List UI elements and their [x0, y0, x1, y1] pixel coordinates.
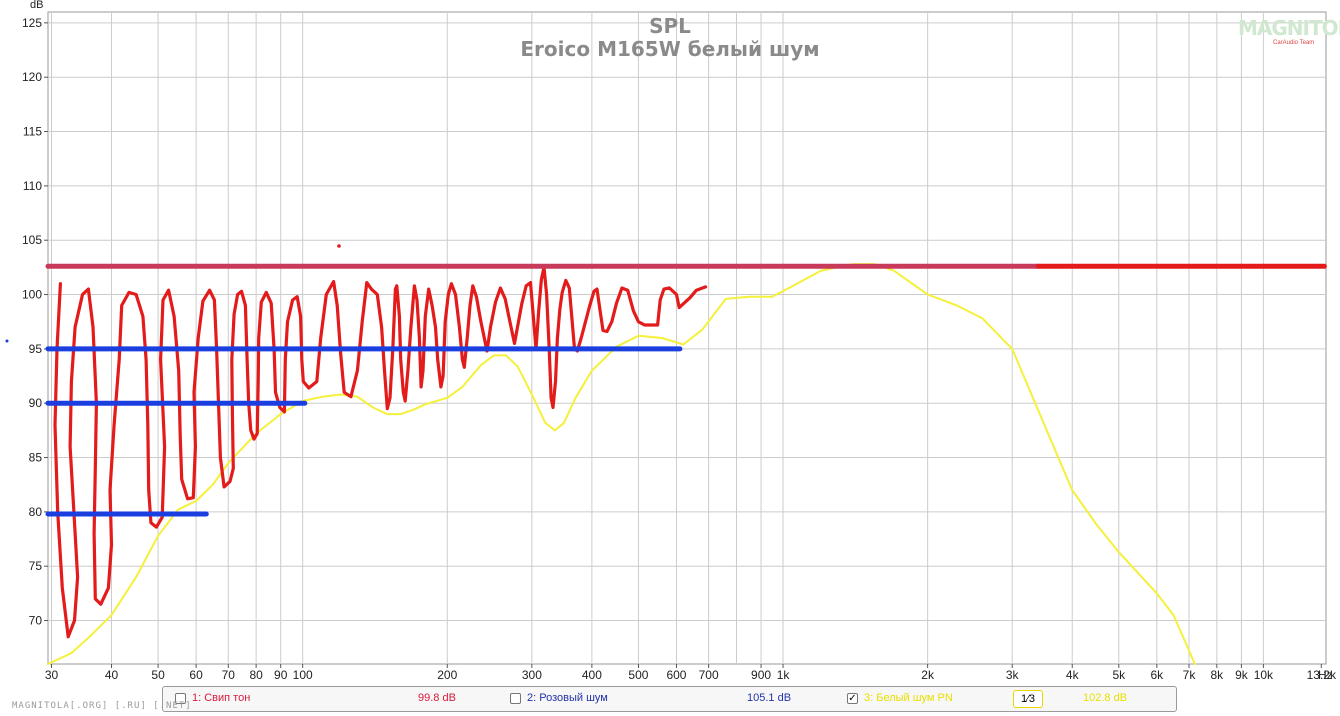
y-tick-label: 90: [29, 396, 43, 410]
x-tick-label: 400: [582, 668, 602, 682]
x-tick-label: 13.2k: [1307, 668, 1337, 682]
y-tick-label: 85: [29, 451, 43, 465]
legend-checkbox[interactable]: [510, 692, 521, 704]
legend-item-white-noise[interactable]: ✓ 3: Белый шум PN: [847, 692, 953, 704]
legend-item-pink-noise[interactable]: 2: Розовый шум: [510, 692, 608, 704]
legend-value: 99.8 dB: [418, 692, 456, 704]
legend-label: 1: Свип тон: [192, 692, 251, 704]
legend-checkbox[interactable]: ✓: [847, 692, 858, 704]
y-axis-label: dB: [30, 0, 43, 11]
x-axis: 30 40 50 60 70 80 90 100 200 300 400 500 600 700 900 1k…: [45, 664, 1337, 682]
smoothing-selector[interactable]: 1⁄3: [1013, 690, 1043, 708]
x-tick-label: 300: [522, 668, 542, 682]
x-tick-label: 50: [151, 668, 165, 682]
logo-text: MAGNITOLA: [1238, 16, 1340, 40]
x-tick-label: 4k: [1066, 668, 1080, 682]
smoothing-value: 1⁄3: [1020, 693, 1036, 705]
x-tick-label: 80: [249, 668, 263, 682]
brand-logo: MAGNITOLA: [1238, 16, 1340, 40]
x-tick-label: 200: [437, 668, 457, 682]
stray-dot: [5, 339, 9, 343]
y-tick-label: 115: [23, 125, 42, 139]
x-tick-label: 90: [274, 668, 288, 682]
series-line: [47, 263, 1196, 665]
legend-value: 102.8 dB: [1083, 692, 1128, 704]
legend-value: 105.1 dB: [747, 692, 792, 704]
plot-area: [47, 11, 1327, 665]
x-tick-label: 70: [222, 668, 236, 682]
x-tick-label: 6k: [1150, 668, 1164, 682]
x-tick-label: 2k: [921, 668, 935, 682]
chart-title: SPL: [649, 14, 691, 38]
y-tick-label: 70: [29, 614, 43, 628]
footer-watermark: MAGNITOLA[.ORG] [.RU] [.NET]: [12, 701, 192, 711]
x-tick-label: 3k: [1006, 668, 1020, 682]
y-axis: 70 75 80 85 90 95 100 105 110 115 120 125: [22, 16, 48, 628]
logo-subtitle: CarAudio Team: [1273, 40, 1315, 46]
y-tick-label: 125: [22, 16, 42, 30]
x-tick-label: 40: [105, 668, 119, 682]
stray-dot: [337, 244, 341, 248]
x-tick-label: 30: [45, 668, 59, 682]
x-axis-label: Hz: [1318, 668, 1333, 682]
x-tick-label: 600: [666, 668, 686, 682]
x-tick-label: 5k: [1112, 668, 1126, 682]
grid: [48, 12, 1326, 664]
x-tick-label: 60: [189, 668, 203, 682]
x-tick-label: 100: [293, 668, 313, 682]
series: [45, 263, 1327, 665]
x-tick-label: 500: [628, 668, 648, 682]
series-line: [53, 265, 708, 639]
y-tick-label: 105: [22, 233, 42, 247]
x-tick-label: 10k: [1254, 668, 1274, 682]
legend: 1: Свип тон 99.8 dB 2: Розовый шум 105.1…: [162, 686, 1177, 712]
x-tick-label: 9k: [1235, 668, 1249, 682]
chart-subtitle: Eroico M165W белый шум: [520, 37, 819, 61]
y-tick-label: 95: [29, 342, 43, 356]
x-tick-label: 8k: [1210, 668, 1224, 682]
legend-label: 3: Белый шум PN: [864, 692, 953, 704]
y-tick-label: 100: [22, 288, 42, 302]
y-tick-label: 110: [23, 179, 42, 193]
x-tick-label: 7k: [1183, 668, 1197, 682]
x-tick-label: 1k: [777, 668, 791, 682]
y-tick-label: 75: [29, 559, 43, 573]
x-tick-label: 900: [751, 668, 771, 682]
y-tick-label: 80: [29, 505, 43, 519]
x-tick-label: 700: [699, 668, 719, 682]
legend-checkbox[interactable]: [175, 692, 186, 704]
legend-item-sweep[interactable]: 1: Свип тон: [175, 692, 250, 704]
legend-label: 2: Розовый шум: [527, 692, 608, 704]
y-tick-label: 120: [22, 70, 42, 84]
